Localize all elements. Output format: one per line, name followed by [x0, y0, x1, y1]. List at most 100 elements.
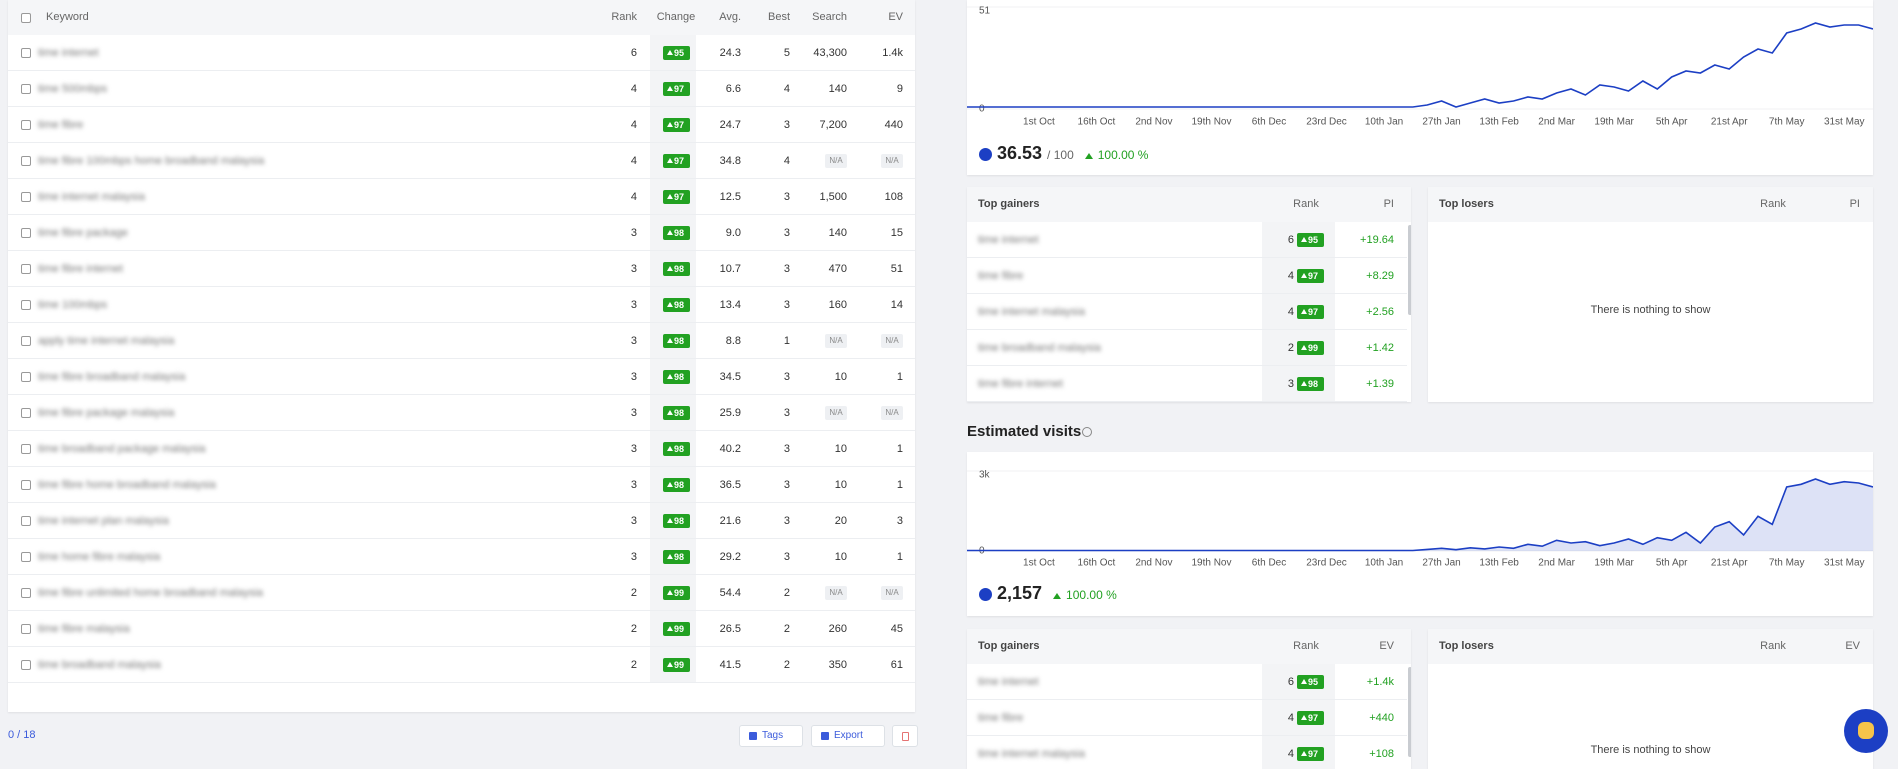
- change-value: 98: [674, 264, 685, 274]
- avg-cell: 41.5: [719, 659, 741, 671]
- ev-cell: 1: [896, 371, 903, 383]
- x-tick-label: 10th Jan: [1365, 117, 1403, 128]
- rank-cell: 3: [630, 371, 637, 383]
- keyword: time internet: [38, 47, 99, 59]
- checkbox[interactable]: [21, 660, 31, 670]
- y-tick-label: 51: [979, 6, 991, 17]
- checkbox[interactable]: [21, 336, 31, 346]
- checkbox[interactable]: [21, 13, 31, 23]
- area: [967, 479, 1873, 551]
- rank-cell: 3: [630, 479, 637, 491]
- checkbox[interactable]: [21, 444, 31, 454]
- up-arrow-icon: [667, 626, 673, 631]
- avg-cell: 34.5: [719, 371, 741, 383]
- keyword: time fibre: [978, 270, 1024, 282]
- checkbox[interactable]: [21, 84, 31, 94]
- x-tick-label: 6th Dec: [1252, 558, 1286, 569]
- up-arrow-icon: [667, 194, 673, 199]
- change-badge: 99: [663, 586, 690, 600]
- section-title: Estimated visits: [967, 423, 1082, 440]
- gainer-row: [967, 700, 1407, 736]
- change-value: 99: [674, 624, 685, 634]
- checkbox[interactable]: [21, 480, 31, 490]
- header-ev[interactable]: EV: [888, 11, 903, 23]
- keyword: time internet malaysia: [38, 191, 145, 203]
- up-arrow-icon: [667, 554, 673, 559]
- export-button[interactable]: Export: [811, 725, 885, 747]
- na-badge: N/A: [825, 406, 847, 420]
- best-cell: 1: [783, 335, 790, 347]
- line: [967, 22, 1873, 108]
- ev-cell: 14: [890, 299, 903, 311]
- scrollbar: [1408, 667, 1411, 757]
- header-keyword[interactable]: Keyword: [46, 11, 89, 23]
- avg-cell: 36.5: [719, 479, 741, 491]
- change-value: 97: [1308, 307, 1319, 317]
- checkbox[interactable]: [21, 156, 31, 166]
- delete-button[interactable]: [892, 725, 918, 747]
- header-avg[interactable]: Avg.: [719, 11, 741, 23]
- change-value: 99: [1308, 343, 1319, 353]
- metric-cell: +1.42: [1366, 342, 1394, 354]
- y-tick-label: 3k: [979, 470, 991, 481]
- checkbox[interactable]: [21, 516, 31, 526]
- gainer-row: [967, 222, 1407, 258]
- header-rank[interactable]: Rank: [611, 11, 637, 23]
- table-row: time fibre unlimited home broadband mala…: [8, 575, 915, 611]
- scrollbar: [1408, 225, 1411, 315]
- rank-cell: 2: [630, 623, 637, 635]
- checkbox[interactable]: [21, 372, 31, 382]
- panel-title: Top losers: [1439, 640, 1494, 652]
- change-value: 99: [674, 588, 685, 598]
- rank-cell: 2: [630, 587, 637, 599]
- avg-cell: 34.8: [719, 155, 741, 167]
- keyword-table: Keyword Change Rank Avg. Best Search EV time in…: [8, 0, 915, 712]
- rank-cell: 6: [630, 47, 637, 59]
- panel-title: Top losers: [1439, 198, 1494, 210]
- checkbox[interactable]: [21, 408, 31, 418]
- avg-cell: 24.7: [719, 119, 741, 131]
- best-cell: 3: [783, 407, 790, 419]
- checkbox[interactable]: [21, 552, 31, 562]
- button-label: Export: [834, 730, 863, 741]
- avg-cell: 10.7: [719, 263, 741, 275]
- chart-card: 0 51 1st Oct 16th Oct 2nd Nov 19th Nov 6th Dec…: [967, 0, 1873, 175]
- ev-cell: 1: [896, 479, 903, 491]
- checkbox[interactable]: [21, 48, 31, 58]
- change-value: 98: [1308, 379, 1319, 389]
- checkbox[interactable]: [21, 624, 31, 634]
- rank-cell: 3: [630, 227, 637, 239]
- keyword: time fibre 100mbps home broadband malays…: [38, 155, 265, 167]
- rank-cell: 6: [1287, 234, 1294, 246]
- ev-cell: 1: [896, 443, 903, 455]
- header-search[interactable]: Search: [812, 11, 847, 23]
- checkbox[interactable]: [21, 264, 31, 274]
- checkbox[interactable]: [21, 192, 31, 202]
- checkbox[interactable]: [21, 228, 31, 238]
- checkbox[interactable]: [21, 120, 31, 130]
- table-row: apply time internet malaysia 3 98 8.8 1 N/A N/…: [8, 323, 915, 359]
- na-badge: N/A: [881, 586, 903, 600]
- header-change[interactable]: Change: [656, 11, 696, 23]
- up-arrow-icon: [1301, 679, 1307, 684]
- change-value: 97: [1308, 271, 1319, 281]
- rank-cell: 3: [630, 515, 637, 527]
- rank-cell: 3: [630, 335, 637, 347]
- change-badge: 95: [1297, 675, 1324, 689]
- up-arrow-icon: [1301, 273, 1307, 278]
- checkbox[interactable]: [21, 300, 31, 310]
- summary-icon: [979, 587, 992, 601]
- summary: 36.53 / 100 100.00 %: [979, 143, 1148, 165]
- table-row: time internet plan malaysia 3 98 21.6 3 20 3: [8, 503, 915, 539]
- checkbox[interactable]: [21, 588, 31, 598]
- change-value: 97: [674, 192, 685, 202]
- change-badge: 98: [663, 550, 690, 564]
- change-value: 97: [674, 156, 685, 166]
- rank-cell: 3: [630, 407, 637, 419]
- x-tick-label: 27th Jan: [1422, 558, 1460, 569]
- header-best[interactable]: Best: [767, 11, 790, 23]
- up-arrow-icon: [667, 266, 673, 271]
- up-arrow-icon: [667, 338, 673, 343]
- tags-button[interactable]: Tags: [739, 725, 803, 747]
- chat-button[interactable]: [1844, 709, 1888, 753]
